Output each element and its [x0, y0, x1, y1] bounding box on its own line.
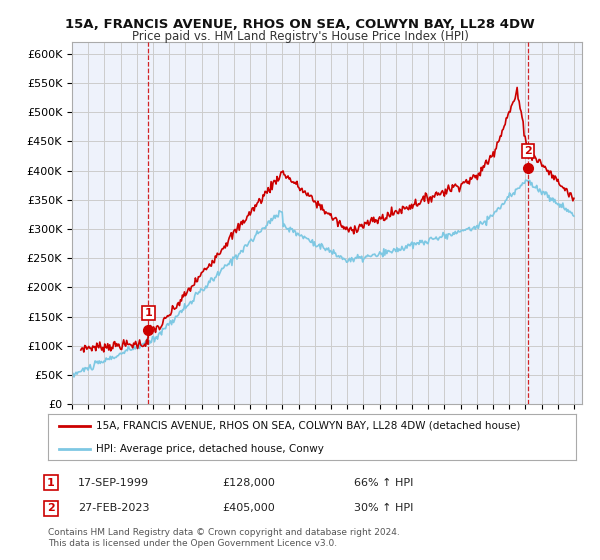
Text: 1: 1 — [47, 478, 55, 488]
Text: Price paid vs. HM Land Registry's House Price Index (HPI): Price paid vs. HM Land Registry's House … — [131, 30, 469, 43]
Text: 2: 2 — [524, 146, 532, 156]
Text: 66% ↑ HPI: 66% ↑ HPI — [354, 478, 413, 488]
Text: £128,000: £128,000 — [222, 478, 275, 488]
Text: 17-SEP-1999: 17-SEP-1999 — [78, 478, 149, 488]
Text: 2: 2 — [47, 503, 55, 514]
Text: 15A, FRANCIS AVENUE, RHOS ON SEA, COLWYN BAY, LL28 4DW: 15A, FRANCIS AVENUE, RHOS ON SEA, COLWYN… — [65, 18, 535, 31]
Text: £405,000: £405,000 — [222, 503, 275, 514]
Text: 27-FEB-2023: 27-FEB-2023 — [78, 503, 149, 514]
Text: 1: 1 — [145, 308, 152, 318]
Text: HPI: Average price, detached house, Conwy: HPI: Average price, detached house, Conw… — [95, 444, 323, 454]
Text: 15A, FRANCIS AVENUE, RHOS ON SEA, COLWYN BAY, LL28 4DW (detached house): 15A, FRANCIS AVENUE, RHOS ON SEA, COLWYN… — [95, 421, 520, 431]
Text: Contains HM Land Registry data © Crown copyright and database right 2024.
This d: Contains HM Land Registry data © Crown c… — [48, 528, 400, 548]
Text: 30% ↑ HPI: 30% ↑ HPI — [354, 503, 413, 514]
